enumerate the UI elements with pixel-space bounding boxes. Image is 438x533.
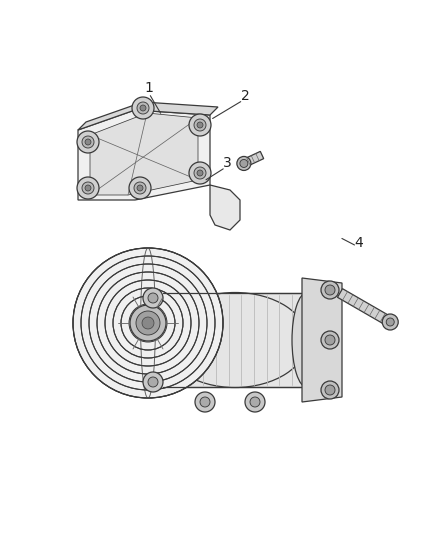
Circle shape	[237, 157, 251, 171]
Circle shape	[148, 293, 158, 303]
Circle shape	[85, 139, 91, 145]
Circle shape	[143, 288, 163, 308]
Circle shape	[129, 177, 151, 199]
Circle shape	[321, 381, 339, 399]
Circle shape	[325, 285, 335, 295]
Circle shape	[85, 185, 91, 191]
Circle shape	[137, 102, 149, 114]
Circle shape	[321, 281, 339, 299]
Circle shape	[240, 159, 248, 167]
Circle shape	[200, 397, 210, 407]
Circle shape	[194, 119, 206, 131]
Circle shape	[325, 385, 335, 395]
Circle shape	[82, 182, 94, 194]
Polygon shape	[210, 185, 240, 230]
Circle shape	[194, 167, 206, 179]
Polygon shape	[90, 113, 198, 195]
Ellipse shape	[162, 293, 307, 387]
Circle shape	[245, 392, 265, 412]
Text: 3: 3	[223, 156, 232, 169]
Circle shape	[197, 122, 203, 128]
Circle shape	[321, 331, 339, 349]
Circle shape	[197, 170, 203, 176]
Circle shape	[143, 372, 163, 392]
Text: 4: 4	[355, 236, 364, 249]
Circle shape	[325, 335, 335, 345]
Circle shape	[132, 97, 154, 119]
Circle shape	[189, 114, 211, 136]
Circle shape	[140, 105, 146, 111]
Polygon shape	[302, 278, 342, 402]
Circle shape	[137, 185, 143, 191]
Circle shape	[82, 136, 94, 148]
Circle shape	[148, 377, 158, 387]
Circle shape	[130, 305, 166, 341]
Ellipse shape	[148, 293, 178, 387]
Circle shape	[134, 182, 146, 194]
Polygon shape	[338, 289, 393, 326]
Text: 1: 1	[145, 81, 153, 95]
Text: 2: 2	[241, 89, 250, 103]
Circle shape	[386, 318, 394, 326]
Circle shape	[77, 177, 99, 199]
Circle shape	[136, 311, 160, 335]
Polygon shape	[242, 151, 264, 167]
Polygon shape	[78, 102, 218, 130]
Ellipse shape	[292, 293, 322, 387]
Circle shape	[142, 317, 154, 329]
Polygon shape	[163, 293, 307, 387]
Circle shape	[77, 131, 99, 153]
Circle shape	[195, 392, 215, 412]
Circle shape	[189, 162, 211, 184]
Circle shape	[382, 314, 398, 330]
Circle shape	[73, 248, 223, 398]
Circle shape	[250, 397, 260, 407]
Polygon shape	[78, 110, 210, 200]
